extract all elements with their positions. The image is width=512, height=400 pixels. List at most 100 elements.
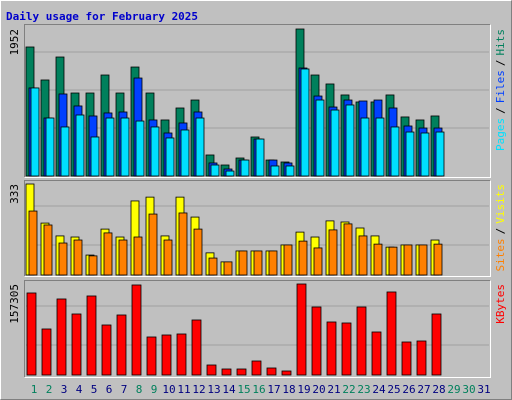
legend-entry: Pages <box>494 118 507 151</box>
legend: Pages / Files / Hits <box>494 29 507 151</box>
bar <box>388 246 398 276</box>
bar <box>88 255 98 276</box>
bar <box>178 212 188 276</box>
bar <box>330 109 340 177</box>
bar <box>225 170 235 177</box>
bar <box>56 298 67 376</box>
bar <box>43 224 53 276</box>
x-tick-label: 16 <box>252 383 265 396</box>
bar <box>86 295 97 376</box>
x-tick-label: 1 <box>31 383 38 396</box>
bar <box>326 321 337 376</box>
bar <box>101 324 112 376</box>
legend-entry: Sites <box>494 238 507 271</box>
x-tick-label: 30 <box>462 383 475 396</box>
x-tick-label: 26 <box>402 383 415 396</box>
x-tick-label: 4 <box>76 383 83 396</box>
panel-light <box>24 280 491 378</box>
legend-separator: / <box>494 107 507 114</box>
bar <box>161 334 172 376</box>
bar <box>268 250 278 276</box>
bar <box>28 210 38 276</box>
legend-entry: Files <box>494 70 507 103</box>
bar <box>240 159 250 177</box>
x-tick-label: 5 <box>91 383 98 396</box>
bar <box>266 367 277 376</box>
bar <box>390 126 400 177</box>
bar <box>311 306 322 376</box>
bar <box>300 68 310 177</box>
bar <box>296 283 307 376</box>
bar <box>180 129 190 177</box>
bar <box>90 136 100 177</box>
bar <box>238 250 248 276</box>
x-tick-label: 31 <box>477 383 490 396</box>
x-tick-label: 24 <box>372 383 386 396</box>
panel-dark <box>24 24 491 178</box>
legend: Sites / Visits <box>494 184 507 272</box>
panel-dark <box>24 280 491 378</box>
bar <box>356 306 367 376</box>
legend-separator: / <box>494 228 507 235</box>
bar <box>270 165 280 177</box>
x-tick-label: 3 <box>61 383 68 396</box>
bar <box>176 333 187 376</box>
bar <box>418 244 428 276</box>
bar <box>313 247 323 276</box>
legend-entry: KBytes <box>494 284 507 324</box>
bar <box>191 319 202 376</box>
bar <box>371 331 382 376</box>
x-tick-label: 29 <box>447 383 460 396</box>
y-tick-label: 333 <box>8 184 21 204</box>
bar <box>210 164 220 177</box>
x-tick-label: 10 <box>162 383 175 396</box>
panel-light <box>24 180 491 277</box>
bar <box>163 239 173 276</box>
y-tick-label: 157305 <box>8 284 21 324</box>
bar <box>120 117 130 177</box>
chart-title: Daily usage for February 2025 <box>6 10 198 23</box>
x-tick-label: 27 <box>417 383 430 396</box>
x-tick-label: 8 <box>136 383 143 396</box>
bar <box>255 138 265 177</box>
bar <box>341 322 352 376</box>
bar <box>103 232 113 276</box>
bar <box>416 340 427 376</box>
bar <box>253 250 263 276</box>
x-tick-label: 19 <box>297 383 310 396</box>
bar <box>73 239 83 276</box>
bar <box>298 240 308 276</box>
bar <box>420 132 430 177</box>
x-tick-label: 11 <box>177 383 190 396</box>
x-tick-label: 22 <box>342 383 355 396</box>
x-tick-label: 6 <box>106 383 113 396</box>
bar <box>75 114 85 177</box>
bar <box>41 328 52 376</box>
bar <box>195 117 205 177</box>
bar <box>221 368 232 376</box>
bar <box>375 117 385 177</box>
bar <box>105 117 115 177</box>
bar <box>133 236 143 276</box>
legend-entry: Visits <box>494 184 507 224</box>
legend-entry: Hits <box>494 29 507 56</box>
x-tick-label: 2 <box>46 383 53 396</box>
x-tick-label: 15 <box>237 383 250 396</box>
bar <box>165 137 175 177</box>
bar <box>116 314 127 376</box>
bar <box>58 242 68 276</box>
x-tick-label: 14 <box>222 383 236 396</box>
panel-dark <box>24 180 491 277</box>
bar <box>45 117 55 177</box>
bar <box>285 165 295 177</box>
legend: KBytes <box>494 284 507 324</box>
x-tick-label: 28 <box>432 383 445 396</box>
bar <box>403 244 413 276</box>
bar <box>223 261 233 276</box>
bar <box>431 313 442 376</box>
bar <box>283 244 293 276</box>
x-tick-label: 25 <box>387 383 400 396</box>
bar <box>208 257 218 276</box>
